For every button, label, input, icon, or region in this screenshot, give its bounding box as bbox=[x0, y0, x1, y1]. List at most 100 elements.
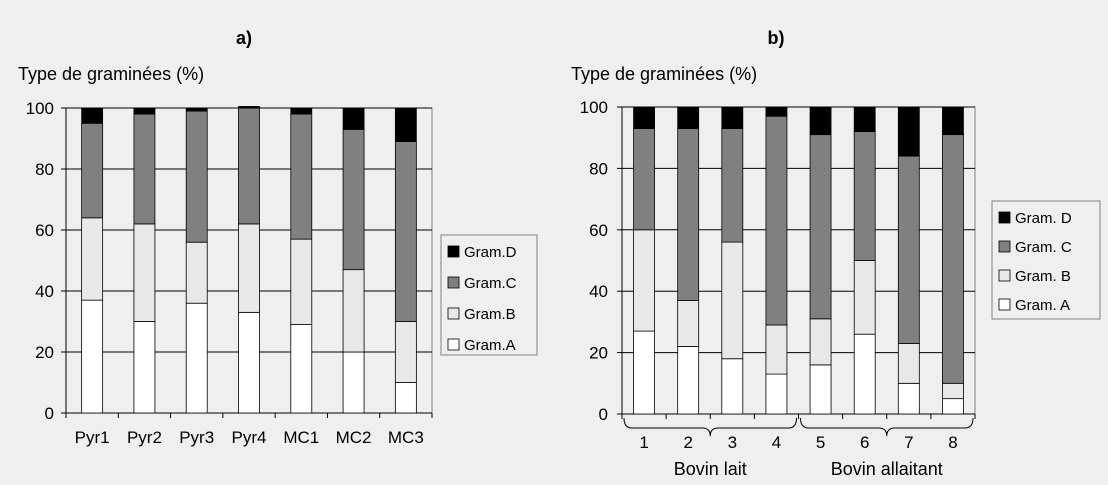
bar-segment bbox=[133, 223, 156, 322]
x-tick-label: MC2 bbox=[336, 428, 372, 447]
bar-segment bbox=[721, 106, 744, 129]
group-brace bbox=[800, 417, 974, 437]
bar-segment bbox=[633, 128, 655, 231]
legend-swatch bbox=[447, 276, 460, 289]
group-label: Bovin allaitant bbox=[831, 459, 943, 479]
x-tick-label: Pyr1 bbox=[75, 428, 110, 447]
legend-swatch bbox=[447, 307, 460, 320]
bar-segment bbox=[897, 106, 920, 157]
bar-segment bbox=[809, 106, 832, 136]
bar-segment bbox=[853, 260, 876, 335]
legend-box bbox=[440, 234, 538, 356]
x-tick-label: Pyr3 bbox=[179, 428, 214, 447]
legend-swatch bbox=[998, 298, 1011, 311]
bar-segment bbox=[81, 122, 104, 219]
bar-segment bbox=[633, 330, 655, 415]
x-tick-label: MC3 bbox=[388, 428, 424, 447]
y-tick-label: 60 bbox=[589, 221, 608, 240]
bar-segment bbox=[853, 333, 876, 415]
bar-segment bbox=[238, 223, 260, 313]
bar-segment bbox=[765, 115, 788, 326]
x-tick-label: 8 bbox=[948, 433, 957, 452]
y-tick-label: 20 bbox=[35, 343, 54, 362]
bar-segment bbox=[238, 106, 260, 109]
legend-swatch bbox=[447, 338, 460, 351]
legend-label: Gram. B bbox=[1015, 268, 1071, 285]
bar-segment bbox=[81, 217, 104, 301]
legend-label: Gram. A bbox=[1015, 297, 1070, 314]
bar-segment bbox=[185, 302, 208, 414]
bar-segment bbox=[942, 398, 964, 415]
x-tick-label: 4 bbox=[772, 433, 781, 452]
legend-label: Gram.D bbox=[464, 244, 517, 261]
bar-segment bbox=[897, 342, 920, 384]
y-tick-label: 40 bbox=[589, 282, 608, 301]
bar-segment bbox=[677, 128, 700, 301]
bar-segment bbox=[765, 324, 788, 375]
x-tick-label: MC1 bbox=[283, 428, 319, 447]
x-tick-label: Pyr4 bbox=[232, 428, 267, 447]
x-tick-label: Pyr2 bbox=[127, 428, 162, 447]
bar-segment bbox=[290, 107, 313, 115]
bar-segment bbox=[133, 107, 156, 115]
x-tick-label: 2 bbox=[683, 433, 692, 452]
legend-swatch bbox=[998, 240, 1011, 253]
legend-label: Gram.A bbox=[464, 337, 516, 354]
y-tick-label: 0 bbox=[599, 405, 608, 424]
bar-segment bbox=[342, 351, 365, 414]
bar-segment bbox=[721, 128, 744, 243]
bar-segment bbox=[238, 107, 260, 225]
chart-title: b) bbox=[768, 28, 785, 48]
y-tick-label: 20 bbox=[589, 344, 608, 363]
bar-segment bbox=[290, 324, 313, 414]
legend-label: Gram. D bbox=[1015, 210, 1072, 227]
y-tick-label: 80 bbox=[589, 159, 608, 178]
bar-segment bbox=[809, 134, 832, 320]
bar-segment bbox=[853, 131, 876, 261]
x-tick-label: 3 bbox=[728, 433, 737, 452]
y-axis-label: Type de graminées (%) bbox=[571, 64, 757, 84]
y-tick-label: 100 bbox=[580, 98, 608, 117]
y-tick-label: 0 bbox=[45, 404, 54, 423]
bar-segment bbox=[81, 299, 104, 414]
bar-segment bbox=[677, 106, 700, 129]
bar-segment bbox=[809, 318, 832, 366]
bar-segment bbox=[185, 110, 208, 243]
legend-swatch bbox=[998, 269, 1011, 282]
y-tick-label: 40 bbox=[35, 282, 54, 301]
bar-segment bbox=[238, 311, 260, 414]
bar-segment bbox=[942, 106, 964, 136]
y-tick-label: 60 bbox=[35, 221, 54, 240]
bar-segment bbox=[342, 128, 365, 271]
bar-segment bbox=[942, 134, 964, 384]
bar-segment bbox=[765, 373, 788, 415]
bar-segment bbox=[721, 241, 744, 360]
bar-segment bbox=[394, 382, 417, 414]
x-tick-label: 7 bbox=[904, 433, 913, 452]
bar-segment bbox=[185, 107, 208, 112]
bar-segment bbox=[394, 107, 417, 142]
legend-label: Gram.B bbox=[464, 306, 516, 323]
bar-segment bbox=[853, 106, 876, 132]
plot-frame bbox=[621, 106, 976, 415]
y-tick-label: 80 bbox=[35, 160, 54, 179]
x-tick-label: 5 bbox=[816, 433, 825, 452]
bar-segment bbox=[633, 106, 655, 129]
bar-segment bbox=[809, 364, 832, 415]
bar-segment bbox=[942, 382, 964, 400]
bar-segment bbox=[133, 113, 156, 225]
bar-segment bbox=[81, 107, 104, 124]
bar-segment bbox=[342, 269, 365, 353]
x-tick-label: 1 bbox=[639, 433, 648, 452]
bar-segment bbox=[394, 141, 417, 322]
legend-swatch bbox=[998, 211, 1011, 224]
y-axis-label: Type de graminées (%) bbox=[18, 64, 204, 84]
legend-label: Gram. C bbox=[1015, 239, 1072, 256]
bar-segment bbox=[677, 300, 700, 347]
bar-segment bbox=[394, 321, 417, 383]
bar-segment bbox=[185, 241, 208, 304]
bar-segment bbox=[897, 155, 920, 344]
x-tick-label: 6 bbox=[860, 433, 869, 452]
